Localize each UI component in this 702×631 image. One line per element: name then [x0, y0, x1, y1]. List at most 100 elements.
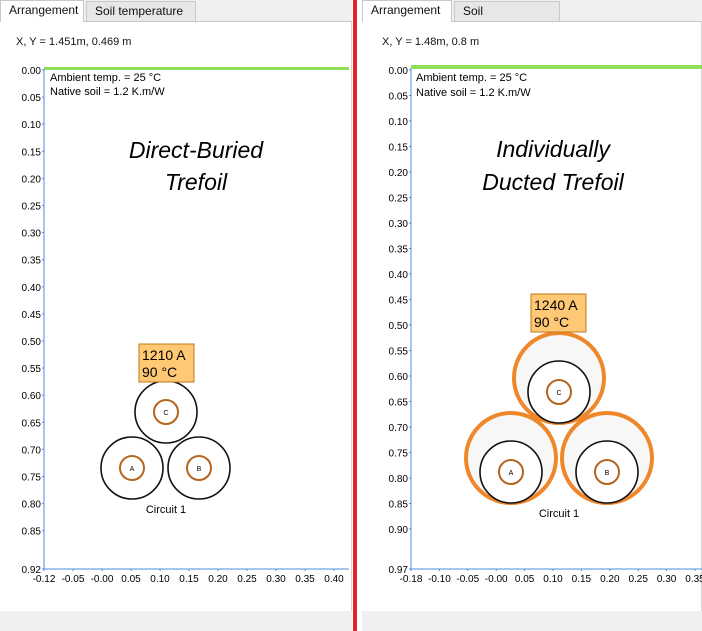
y-tick-label: 0.75	[22, 473, 42, 484]
y-tick-label: 0.45	[22, 310, 42, 321]
duct-phase-b[interactable]: B	[560, 411, 654, 505]
duct-phase-a[interactable]: A	[464, 411, 558, 505]
phase-label: C	[163, 410, 168, 417]
y-tick-label: 0.20	[389, 168, 409, 179]
native-soil-label: Native soil = 1.2 K.m/W	[416, 87, 531, 99]
x-tick-label: -0.12	[33, 574, 56, 585]
y-tick-label: 0.50	[389, 321, 409, 332]
arrangement-title-line-2: Trefoil	[165, 169, 228, 195]
tab-arrangement[interactable]: Arrangement	[362, 0, 452, 22]
y-tick-label: 0.55	[389, 347, 409, 358]
x-tick-label: 0.20	[600, 574, 620, 585]
tab-bar: Arrangement Soil temperature	[0, 0, 352, 22]
y-tick-label: 0.00	[22, 66, 42, 77]
x-tick-label: 0.25	[237, 574, 257, 585]
red-divider-line	[353, 0, 357, 631]
y-tick-label: 0.45	[389, 296, 409, 307]
phase-label: A	[509, 470, 514, 477]
circuit-label: Circuit 1	[539, 508, 579, 520]
x-tick-label: -0.00	[485, 574, 508, 585]
x-tick-label: -0.10	[428, 574, 451, 585]
y-tick-label: 0.80	[22, 500, 42, 511]
y-tick-label: 0.10	[22, 120, 42, 131]
ground-surface-line	[411, 65, 702, 69]
y-tick-label: 0.65	[389, 398, 409, 409]
native-soil-label: Native soil = 1.2 K.m/W	[50, 86, 165, 98]
y-tick-label: 0.75	[389, 449, 409, 460]
duct-phase-c[interactable]: C	[512, 331, 606, 425]
cable-arrangement-plot[interactable]: 0.00 0.05 0.10 0.15 0.20 0.25 0.30 0.35 0.40 0.45…	[362, 0, 702, 631]
x-tick-label: 0.25	[628, 574, 648, 585]
conductor-temperature-value: 90 °C	[534, 314, 569, 330]
tab-bar: Arrangement Soil temperature	[362, 0, 702, 37]
current-rating-box[interactable]: 1240 A 90 °C	[530, 293, 587, 333]
x-tick-label: 0.35	[295, 574, 315, 585]
arrangement-title-line-2: Ducted Trefoil	[482, 169, 624, 195]
y-tick-label: 0.15	[22, 147, 42, 158]
x-tick-label: 0.20	[208, 574, 228, 585]
right-panel: Arrangement Soil temperature X, Y = 1.48…	[362, 0, 702, 631]
y-tick-label: 0.30	[389, 219, 409, 230]
y-tick-label: 0.92	[22, 565, 42, 576]
x-tick-label: -0.00	[91, 574, 114, 585]
y-tick-label: 0.30	[22, 229, 42, 240]
y-tick-label: 0.60	[22, 391, 42, 402]
y-tick-label: 0.90	[389, 525, 409, 536]
x-tick-label: 0.15	[572, 574, 592, 585]
x-tick-label: 0.05	[515, 574, 535, 585]
ambient-temp-label: Ambient temp. = 25 °C	[416, 72, 527, 84]
y-tick-label: 0.10	[389, 117, 409, 128]
phase-label: A	[130, 466, 135, 473]
y-tick-label: 0.55	[22, 364, 42, 375]
ampacity-value: 1210 A	[142, 347, 186, 363]
x-tick-label: -0.05	[456, 574, 479, 585]
y-tick-label: 0.85	[22, 527, 42, 538]
arrangement-title-line-1: Direct-Buried	[129, 137, 264, 163]
y-tick-label: 0.50	[22, 337, 42, 348]
arrangement-title-line-1: Individually	[496, 136, 611, 162]
y-tick-label: 0.70	[22, 445, 42, 456]
tab-arrangement[interactable]: Arrangement	[0, 0, 84, 22]
cable-phase-b[interactable]: B	[167, 436, 231, 500]
y-tick-label: 0.40	[22, 283, 42, 294]
y-tick-label: 0.20	[22, 174, 42, 185]
y-tick-label: 0.85	[389, 500, 409, 511]
arrangement-view	[0, 21, 352, 611]
y-tick-label: 0.70	[389, 423, 409, 434]
ground-surface-line	[44, 67, 349, 70]
cable-phase-c[interactable]: C	[134, 380, 198, 444]
ambient-temp-label: Ambient temp. = 25 °C	[50, 72, 161, 84]
coordinate-readout: X, Y = 1.451m, 0.469 m	[16, 36, 132, 48]
x-tick-label: -0.18	[400, 574, 423, 585]
current-rating-box[interactable]: 1210 A 90 °C	[138, 343, 195, 383]
x-tick-label: 0.30	[266, 574, 286, 585]
coordinate-readout: X, Y = 1.48m, 0.8 m	[382, 36, 480, 48]
cable-phase-a[interactable]: A	[100, 436, 164, 500]
left-panel: Arrangement Soil temperature X, Y = 1.45…	[0, 0, 352, 631]
conductor-temperature-value: 90 °C	[142, 364, 177, 380]
tab-soil-temperature[interactable]: Soil temperature	[86, 1, 196, 21]
y-tick-label: 0.15	[389, 143, 409, 154]
y-tick-label: 0.05	[22, 93, 42, 104]
y-tick-label: 0.35	[389, 245, 409, 256]
x-tick-label: 0.15	[179, 574, 199, 585]
x-tick-label: 0.05	[121, 574, 141, 585]
y-tick-label: 0.05	[389, 92, 409, 103]
phase-label: B	[605, 470, 610, 477]
y-tick-label: 0.35	[22, 256, 42, 267]
cable-arrangement-plot[interactable]: 0.00 0.05 0.10 0.15 0.20 0.25 0.30 0.35 0.40 0.45…	[0, 0, 352, 631]
phase-label: C	[556, 390, 561, 397]
y-tick-label: 0.00	[389, 66, 409, 77]
x-tick-label: 0.35	[685, 574, 702, 585]
y-tick-label: 0.80	[389, 474, 409, 485]
x-tick-label: 0.10	[150, 574, 170, 585]
x-tick-label: 0.40	[324, 574, 344, 585]
circuit-label: Circuit 1	[146, 504, 186, 516]
y-tick-label: 0.40	[389, 270, 409, 281]
x-tick-label: 0.10	[543, 574, 563, 585]
ampacity-value: 1240 A	[534, 297, 578, 313]
x-tick-label: 0.30	[657, 574, 677, 585]
y-tick-label: 0.25	[389, 194, 409, 205]
y-tick-label: 0.60	[389, 372, 409, 383]
x-tick-label: -0.05	[62, 574, 85, 585]
